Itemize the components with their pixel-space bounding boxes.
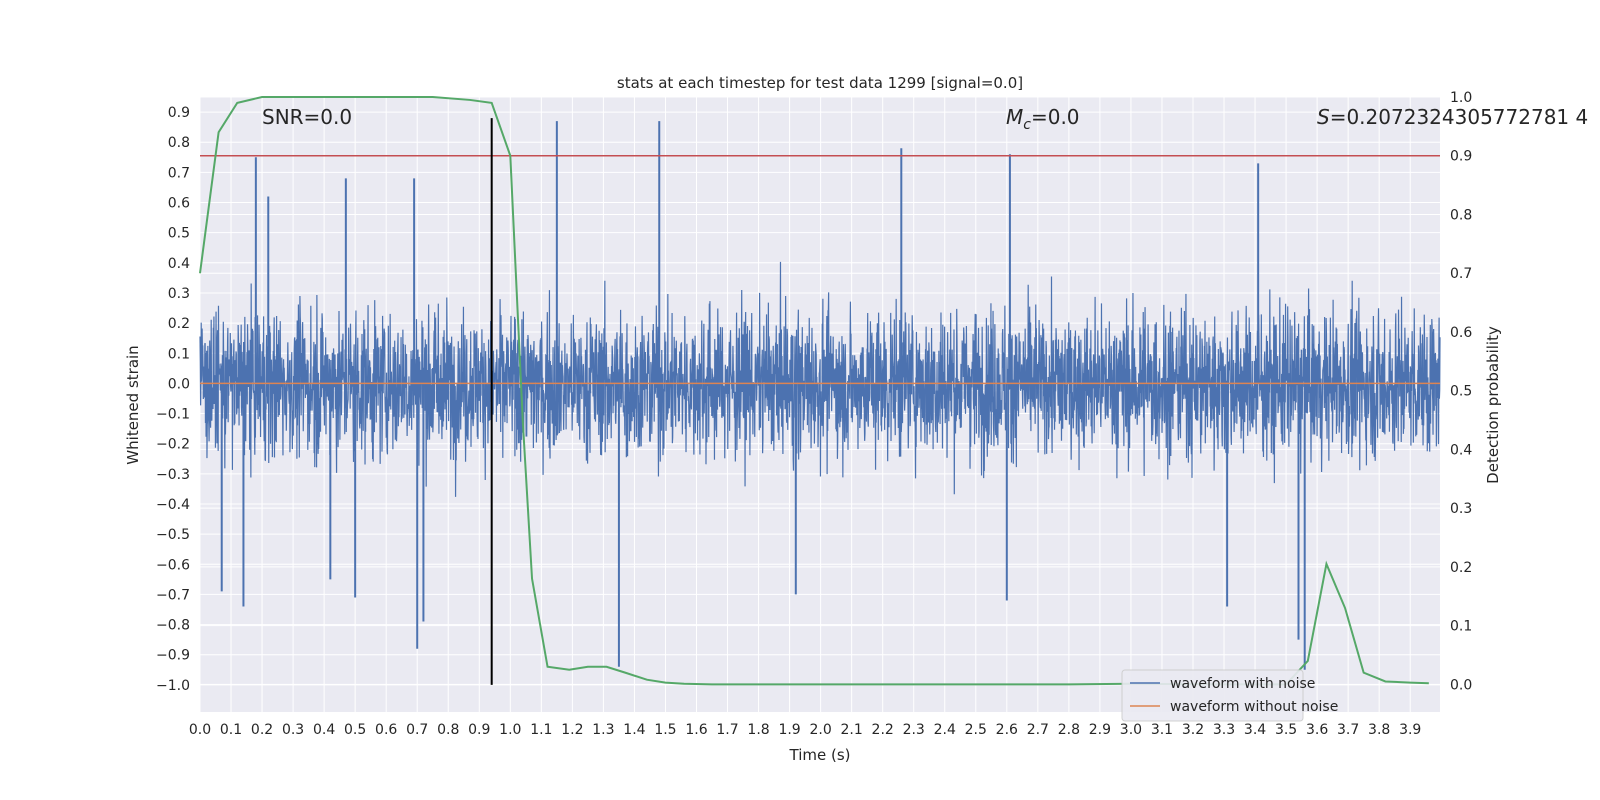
x-tick-label: 2.2	[872, 722, 894, 738]
x-tick-label: 0.4	[313, 722, 335, 738]
x-tick-label: 0.9	[468, 722, 490, 738]
y-right-tick-label: 0.2	[1450, 560, 1472, 576]
x-tick-label: 1.1	[530, 722, 552, 738]
line-series	[199, 96, 1440, 686]
x-tick-label: 0.5	[344, 722, 366, 738]
x-tick-label: 2.5	[965, 722, 987, 738]
y-tick-label: 0.9	[168, 105, 190, 121]
x-tick-label: 2.7	[1027, 722, 1049, 738]
mc-subscript: c	[1023, 117, 1031, 133]
y-tick-label: 0.8	[168, 135, 190, 151]
y-tick-label: 0.7	[168, 165, 190, 181]
y-tick-label: −0.7	[156, 587, 190, 603]
x-tick-label: 3.5	[1275, 722, 1297, 738]
y-right-tick-label: 0.8	[1450, 207, 1472, 223]
y-tick-label: −0.9	[156, 648, 190, 664]
y-tick-label: −0.6	[156, 557, 190, 573]
x-tick-labels: 0.0 0.1 0.2 0.3 0.4 0.5 0.6 0.7 0.8 0.9 1.0 1.1 1.2 1…	[189, 722, 1421, 738]
x-tick-label: 1.0	[499, 722, 521, 738]
y-tick-label: −1.0	[156, 678, 190, 694]
x-tick-label: 2.4	[934, 722, 956, 738]
legend-label-clean: waveform without noise	[1170, 699, 1338, 715]
x-tick-label: 0.0	[189, 722, 211, 738]
x-tick-label: 1.7	[716, 722, 738, 738]
y-tick-label: 0.1	[168, 346, 190, 362]
y-right-tick-label: 0.0	[1450, 677, 1472, 693]
x-tick-label: 3.4	[1244, 722, 1266, 738]
snr-annotation: SNR=0.0	[262, 105, 352, 129]
s-value: =0.2072324305772781 4	[1330, 105, 1589, 129]
x-tick-label: 3.1	[1151, 722, 1173, 738]
x-tick-label: 3.6	[1306, 722, 1328, 738]
y-tick-label: −0.3	[156, 467, 190, 483]
x-tick-label: 3.3	[1213, 722, 1235, 738]
y-tick-label: 0.5	[168, 226, 190, 242]
y-right-tick-label: 0.7	[1450, 266, 1472, 282]
y-right-tick-label: 0.3	[1450, 501, 1472, 517]
x-tick-label: 3.2	[1182, 722, 1204, 738]
detection-probability-line	[199, 96, 1429, 686]
y-tick-label: 0.4	[168, 256, 190, 272]
mc-annotation: Mc=0.0	[1006, 105, 1080, 133]
x-tick-label: 0.1	[220, 722, 242, 738]
y-tick-label: 0.6	[168, 196, 190, 212]
x-tick-label: 1.6	[685, 722, 707, 738]
legend-box	[1121, 669, 1304, 722]
x-tick-label: 3.0	[1120, 722, 1142, 738]
y-right-tick-label: 0.1	[1450, 619, 1472, 635]
noise-spikes	[220, 121, 1306, 670]
x-axis-label: Time (s)	[789, 746, 851, 764]
y-right-tick-label: 0.6	[1450, 325, 1472, 341]
x-tick-label: 0.8	[437, 722, 459, 738]
y-right-tick-label: 0.4	[1450, 442, 1472, 458]
x-tick-label: 3.7	[1337, 722, 1359, 738]
s-annotation: S=0.2072324305772781 4	[1317, 105, 1588, 129]
x-tick-label: 2.6	[996, 722, 1018, 738]
y-tick-label: 0.2	[168, 316, 190, 332]
chart-title: stats at each timestep for test data 129…	[617, 74, 1023, 92]
noise-series	[199, 121, 1441, 670]
y-tick-labels: 0.9 0.8 0.7 0.6 0.5 0.4 0.3 0.2 0.1 0.0 −0.1 −0.2 −0…	[156, 105, 190, 694]
y-tick-label: 0.0	[168, 376, 190, 392]
x-tick-label: 1.5	[654, 722, 676, 738]
y-tick-label: −0.5	[156, 527, 190, 543]
y-tick-label: 0.3	[168, 286, 190, 302]
x-tick-label: 2.1	[841, 722, 863, 738]
x-tick-label: 1.8	[747, 722, 769, 738]
mc-symbol: M	[1006, 105, 1023, 129]
y-right-tick-labels: 1.0 0.9 0.8 0.7 0.6 0.5 0.4 0.3 0.2 0.1 0.0	[1450, 90, 1472, 693]
y-tick-label: −0.4	[156, 497, 190, 513]
x-tick-label: 0.3	[282, 722, 304, 738]
x-tick-label: 1.2	[561, 722, 583, 738]
x-tick-label: 3.8	[1368, 722, 1390, 738]
x-tick-label: 0.7	[406, 722, 428, 738]
s-symbol: S	[1317, 105, 1330, 129]
legend-label-noise: waveform with noise	[1170, 676, 1315, 692]
y-tick-label: −0.2	[156, 437, 190, 453]
x-tick-label: 3.9	[1399, 722, 1421, 738]
legend: waveform with noise waveform without noi…	[1121, 669, 1338, 722]
y-tick-label: −0.1	[156, 407, 190, 423]
x-tick-label: 0.6	[375, 722, 397, 738]
x-tick-label: 2.3	[903, 722, 925, 738]
y-right-tick-label: 1.0	[1450, 90, 1472, 106]
y-right-axis-label: Detection probability	[1484, 326, 1502, 484]
x-tick-label: 1.3	[592, 722, 614, 738]
x-tick-label: 1.9	[778, 722, 800, 738]
x-tick-label: 2.0	[809, 722, 831, 738]
y-right-tick-label: 0.9	[1450, 149, 1472, 165]
y-tick-label: −0.8	[156, 618, 190, 634]
x-tick-label: 2.9	[1089, 722, 1111, 738]
x-tick-label: 2.8	[1058, 722, 1080, 738]
x-tick-label: 0.2	[251, 722, 273, 738]
mc-value: =0.0	[1031, 105, 1080, 129]
y-axis-label: Whitened strain	[124, 345, 142, 464]
x-tick-label: 1.4	[623, 722, 645, 738]
y-right-tick-label: 0.5	[1450, 384, 1472, 400]
grid	[199, 96, 1440, 712]
